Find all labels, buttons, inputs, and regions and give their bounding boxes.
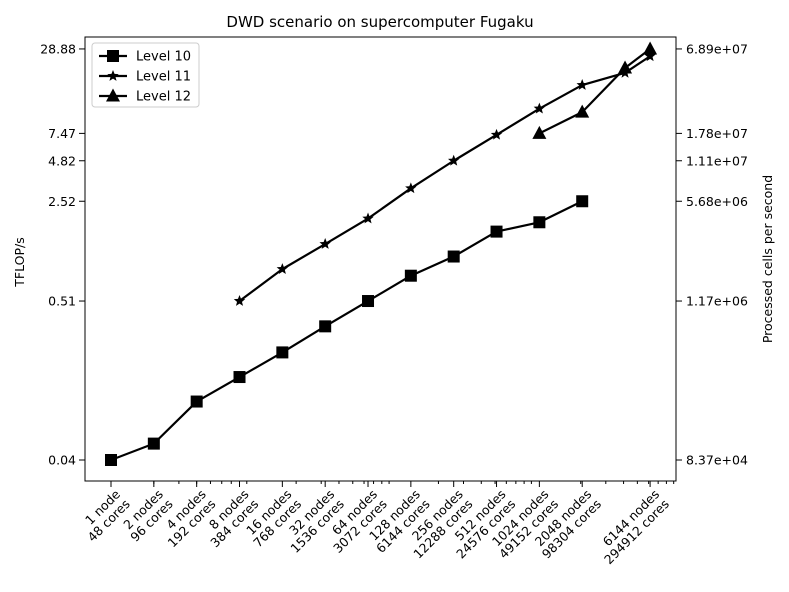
y-left-tick-label-2: 2.52: [48, 194, 76, 209]
data-point-s0-p4: [276, 346, 289, 359]
x-axis-minor-ticks: [153, 481, 675, 484]
data-point-s1-p6: [490, 128, 503, 140]
legend-label-2: Level 12: [136, 90, 191, 105]
chart-title: DWD scenario on supercomputer Fugaku: [226, 13, 533, 31]
data-point-s1-p7: [533, 102, 546, 114]
data-point-s1-p4: [405, 182, 417, 194]
y-left-tick-label-5: 28.88: [40, 41, 76, 56]
y-right-tick-label-0: 8.37e+04: [686, 453, 748, 468]
data-point-s0-p1: [147, 437, 160, 450]
series-level-12: [532, 41, 658, 139]
y-right-tick-label-4: 1.78e+07: [686, 126, 748, 141]
y-left-tick-label-4: 7.47: [48, 126, 76, 141]
y-right-tick-label-2: 5.68e+06: [686, 194, 748, 209]
y-left-tick-label-3: 4.82: [48, 153, 76, 168]
legend-marker-0: [107, 50, 119, 62]
data-point-s1-p3: [362, 212, 374, 224]
data-point-s2-p2: [618, 60, 633, 74]
legend-entry-0: Level 10: [99, 50, 191, 65]
legend-label-0: Level 10: [136, 50, 191, 65]
data-point-s0-p11: [576, 195, 589, 208]
legend-marker-2: [106, 88, 120, 102]
legend: Level 10 Level 11 Level 12: [91, 42, 200, 108]
y-axis-right-ticks: 8.37e+04 1.17e+06 5.68e+06 1.11e+07 1.78e+07…: [676, 41, 748, 468]
data-point-s0-p3: [233, 371, 246, 384]
data-point-s0-p5: [319, 320, 332, 333]
data-point-s1-p2: [319, 238, 331, 249]
series-line-0: [110, 200, 583, 462]
data-point-s0-p9: [490, 225, 503, 238]
y-axis-label-left: TFLOP/s: [12, 237, 27, 287]
y-axis-label-right: Processed cells per second: [760, 175, 775, 343]
data-point-s1-p5: [447, 154, 460, 166]
data-point-s0-p8: [447, 250, 460, 263]
data-point-s0-p2: [190, 395, 203, 408]
y-right-tick-label-1: 1.17e+06: [686, 294, 748, 309]
legend-label-1: Level 11: [136, 70, 191, 85]
legend-entry-2: Level 12: [99, 88, 191, 105]
data-point-s2-p0: [532, 125, 547, 139]
data-point-s0-p6: [362, 295, 375, 308]
legend-marker-1: [107, 70, 119, 81]
data-point-s1-p8: [576, 79, 588, 90]
data-point-s2-p3: [643, 41, 658, 55]
legend-entry-1: Level 11: [99, 70, 191, 85]
series-line-2: [538, 48, 651, 135]
y-right-tick-label-5: 6.89e+07: [686, 41, 748, 56]
data-point-s1-p1: [276, 263, 289, 274]
data-point-s1-p0: [233, 295, 246, 306]
data-point-s2-p1: [575, 104, 590, 118]
series-level-10: [105, 195, 589, 466]
data-point-s1-p10: [644, 50, 656, 62]
axes-frame: [84, 36, 677, 482]
data-point-s0-p10: [533, 216, 546, 229]
y-right-tick-label-3: 1.11e+07: [686, 153, 748, 168]
data-point-s0-p0: [105, 454, 117, 466]
y-axis-left-ticks: 0.04 0.51 2.52 4.82 7.47 28.88: [40, 41, 85, 468]
y-left-tick-label-1: 0.51: [48, 294, 76, 309]
y-left-tick-label-0: 0.04: [48, 453, 76, 468]
data-point-s0-p7: [404, 269, 417, 282]
